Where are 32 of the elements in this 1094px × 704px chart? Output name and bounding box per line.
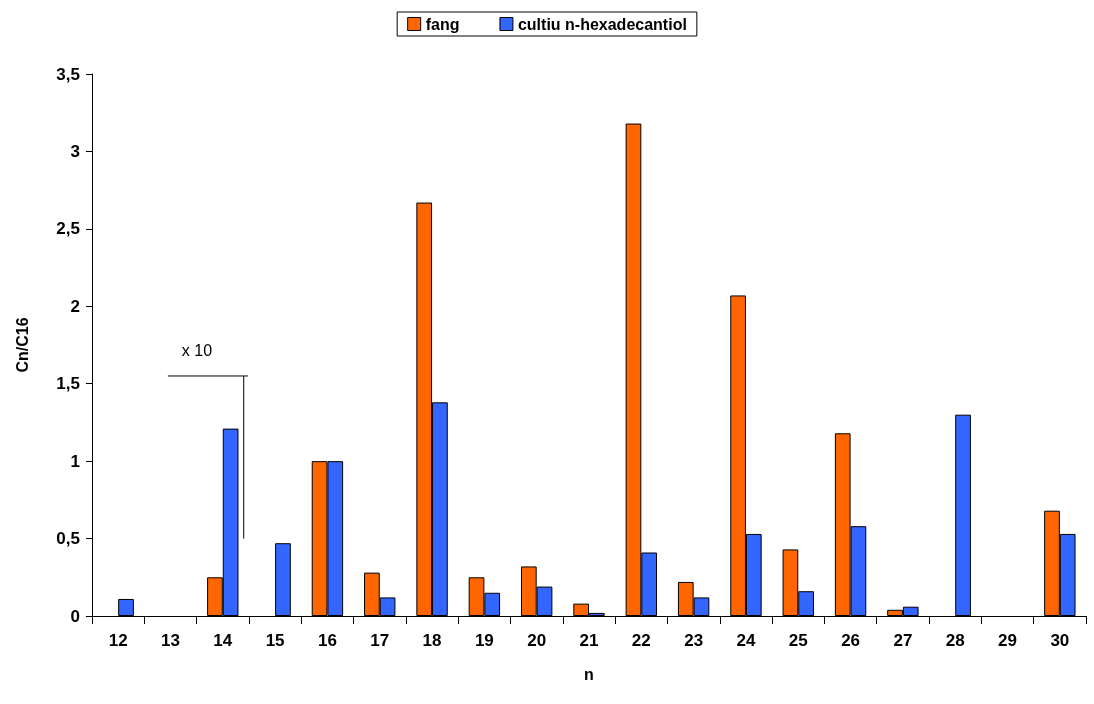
x-tick-label: 16 [317,631,337,650]
y-tick-label: 0 [70,606,80,626]
x-tick-label: 27 [893,631,913,650]
x-tick-label: 14 [213,631,233,650]
y-tick-label: 2 [70,296,80,316]
x-tick-label: 19 [474,631,494,650]
x-tick-label: 22 [631,631,651,650]
x-tick-label: 28 [945,631,965,650]
x-tick-label: 23 [684,631,704,650]
y-tick-label: 0,5 [56,529,80,549]
x-tick-label: 15 [265,631,285,650]
annotation: x 10 [181,341,213,359]
x-tick-label: 26 [841,631,861,650]
x-tick-label: 12 [108,631,128,650]
x-tick-label: 21 [579,631,599,650]
x-tick-label: 13 [161,631,180,650]
legend-label: fang [425,15,460,33]
y-tick-label: 3 [70,141,80,161]
x-tick-label: 29 [998,631,1017,650]
x-tick-label: 24 [736,631,756,650]
x-tick-label: 20 [527,631,547,650]
y-tick-label: 2,5 [56,219,80,239]
x-axis-title: n [584,665,594,683]
legend-label: cultiu n-hexadecantiol [517,15,687,33]
x-tick-label: 18 [422,631,442,650]
y-tick-label: 1,5 [56,374,80,394]
x-tick-label: 25 [788,631,808,650]
x-tick-label: 17 [370,631,390,650]
x-tick-label: 30 [1050,631,1070,650]
y-tick-label: 3,5 [56,64,80,84]
y-tick-label: 1 [70,451,80,471]
y-axis-title: Cn/C16 [13,317,31,373]
